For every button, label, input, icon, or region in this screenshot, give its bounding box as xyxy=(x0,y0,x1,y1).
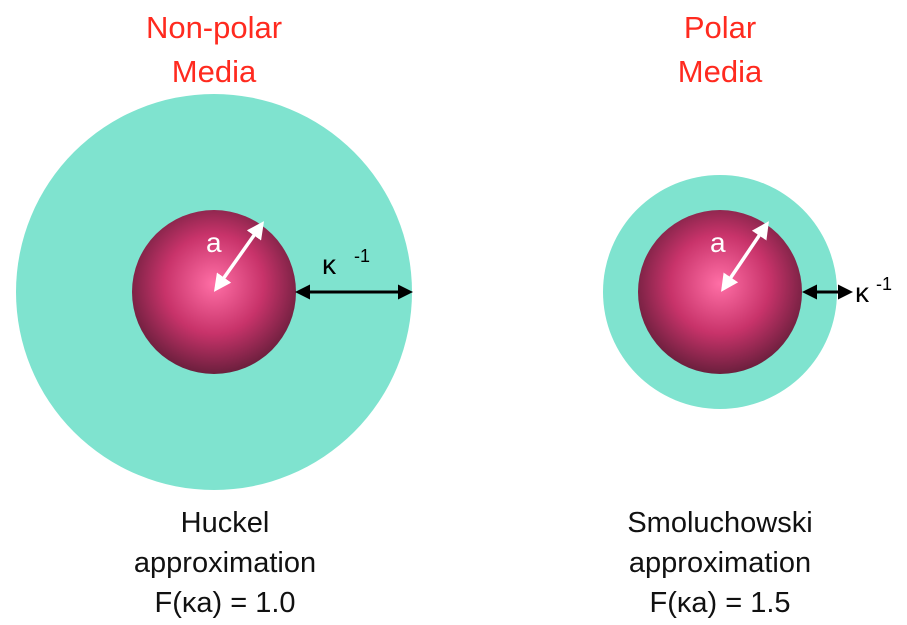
debye-length-label: κ xyxy=(855,277,870,308)
caption-line-1: Smoluchowski xyxy=(627,507,812,539)
caption-line-3: F(κa) = 1.0 xyxy=(154,587,295,619)
panel-polar: Polar Media a κ -1 Smoluchowski approxim… xyxy=(603,10,892,619)
radius-label: a xyxy=(206,227,222,258)
radius-arrow xyxy=(213,221,265,292)
panel-title-line-2: Media xyxy=(678,54,763,89)
caption-line-2: approximation xyxy=(629,547,811,579)
caption-line-2: approximation xyxy=(134,547,316,579)
panel-title-line-1: Non-polar xyxy=(146,10,282,45)
debye-length-exponent: -1 xyxy=(354,246,370,266)
debye-length-exponent: -1 xyxy=(876,274,892,294)
debye-length-label: κ xyxy=(322,249,337,280)
radius-arrow xyxy=(721,221,769,292)
caption-line-3: F(κa) = 1.5 xyxy=(649,587,790,619)
panel-title-line-1: Polar xyxy=(684,10,756,45)
caption-line-1: Huckel xyxy=(181,507,270,539)
panel-title-line-2: Media xyxy=(172,54,257,89)
panel-non-polar: Non-polar Media a κ -1 Huckel approximat… xyxy=(16,10,413,619)
radius-label: a xyxy=(710,227,726,258)
